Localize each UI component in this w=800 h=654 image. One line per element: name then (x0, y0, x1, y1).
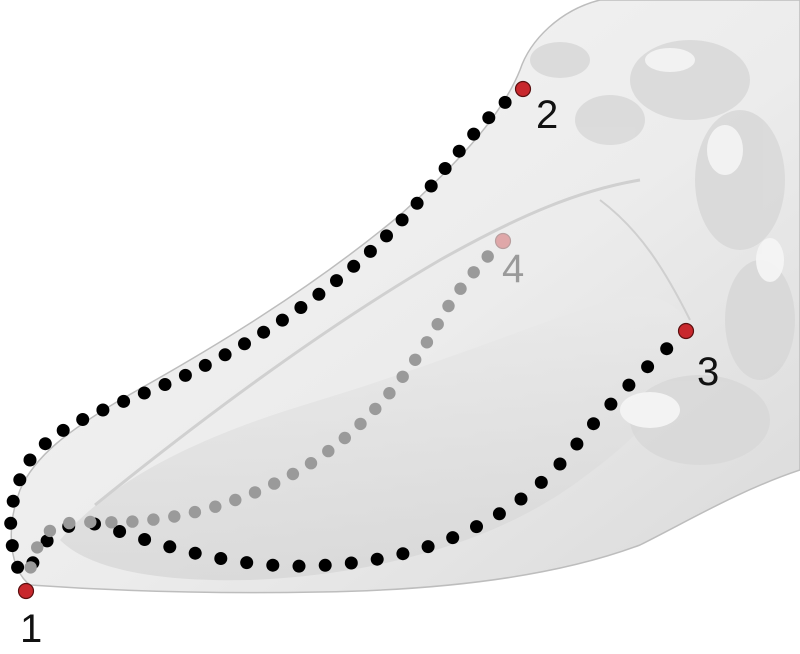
curve-dot (96, 404, 109, 417)
curve-dot (425, 180, 438, 193)
curve-dot (179, 369, 192, 382)
landmark-label-4: 4 (502, 247, 524, 291)
landmark-point-1 (19, 584, 34, 599)
curve-dot (371, 553, 384, 566)
curve-dot (117, 395, 130, 408)
curve-dot (330, 274, 343, 287)
curve-dot (570, 438, 583, 451)
curve-dot (482, 111, 495, 124)
curve-dot (168, 510, 180, 522)
curve-dot (39, 437, 52, 450)
surface-model (11, 0, 800, 593)
curve-dot (266, 559, 279, 572)
curve-dot (660, 342, 673, 355)
curve-dot (622, 379, 635, 392)
curve-dot (229, 494, 241, 506)
curve-dot (63, 517, 75, 529)
curve-dot (515, 493, 528, 506)
curve-dot (396, 547, 409, 560)
curve-dot (214, 552, 227, 565)
curve-dot (319, 559, 332, 572)
curve-dot (163, 540, 176, 553)
curve-dot (24, 561, 36, 573)
curve-dot (467, 128, 480, 141)
curve-dot (305, 457, 317, 469)
curve-dot (4, 517, 17, 530)
curve-dot (209, 501, 221, 513)
curve-dot (470, 520, 483, 533)
curve-dot (57, 424, 70, 437)
curve-dot (312, 288, 325, 301)
curve-dot (276, 314, 289, 327)
curve-dot (364, 245, 377, 258)
curve-dot (354, 418, 366, 430)
curve-dot (105, 516, 117, 528)
curve-dot (442, 300, 454, 312)
curve-dot (189, 547, 202, 560)
landmark-point-3 (679, 324, 694, 339)
curve-dot (380, 229, 393, 242)
curve-dot (339, 432, 351, 444)
curve-dot (159, 378, 172, 391)
curve-dot (238, 337, 251, 350)
curve-dot (397, 371, 409, 383)
landmark-point-2 (516, 82, 531, 97)
curve-dot (421, 336, 433, 348)
curve-dot (554, 458, 567, 471)
curve-dot (240, 556, 253, 569)
curve-dot (411, 197, 424, 210)
curve-dot (31, 541, 43, 553)
curve-dot (219, 348, 232, 361)
curve-dot (268, 477, 280, 489)
curve-dot (535, 476, 548, 489)
curve-dot (76, 413, 89, 426)
curve-dot (345, 557, 358, 570)
landmark-label-1: 1 (20, 607, 42, 651)
curve-dot (7, 495, 20, 508)
curve-dot (249, 486, 261, 498)
landmark-label-2: 2 (536, 93, 558, 137)
curve-dot (138, 387, 151, 400)
curve-dot (199, 359, 212, 372)
curve-dot (409, 354, 421, 366)
landmark-label-3: 3 (697, 350, 719, 394)
curve-dot (322, 445, 334, 457)
curve-dot (432, 318, 444, 330)
curve-dot (6, 539, 19, 552)
curve-dot (439, 162, 452, 175)
curve-dot (13, 473, 26, 486)
curve-dot (369, 403, 381, 415)
curve-dot (138, 533, 151, 546)
curve-dot (453, 145, 466, 158)
curve-dot (499, 96, 512, 109)
curve-dot (24, 454, 37, 467)
curve-dot (383, 387, 395, 399)
curve-dot (454, 283, 466, 295)
curve-dot (11, 561, 24, 574)
curve-dot (189, 506, 201, 518)
curve-dot (44, 525, 56, 537)
curve-dot (493, 507, 506, 520)
curve-dot (604, 398, 617, 411)
curve-dot (482, 250, 494, 262)
curve-dot (287, 468, 299, 480)
curve-dot (468, 266, 480, 278)
curve-dot (294, 301, 307, 314)
curve-dot (347, 260, 360, 273)
curve-dot (293, 560, 306, 573)
curve-dot (641, 360, 654, 373)
curve-dot (587, 417, 600, 430)
curve-dot (126, 515, 138, 527)
curve-dot (446, 531, 459, 544)
curve-dot (422, 540, 435, 553)
curve-dot (84, 516, 96, 528)
curve-dot (147, 513, 159, 525)
curve-dot (257, 326, 270, 339)
curve-dot (396, 213, 409, 226)
